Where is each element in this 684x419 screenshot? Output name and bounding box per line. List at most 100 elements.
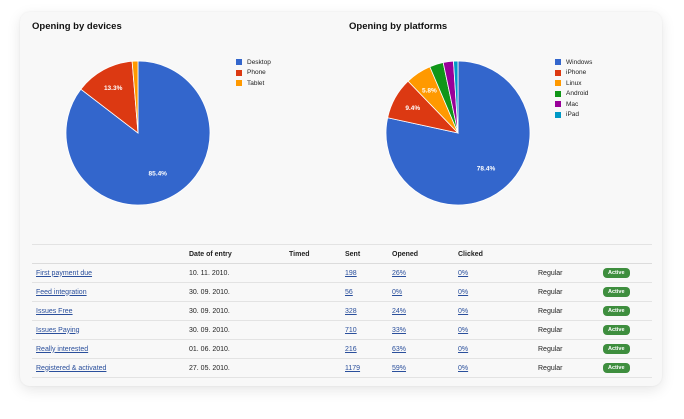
sent-link[interactable]: 328: [345, 307, 357, 315]
pie-chart-platforms: 78.4% 9.4% 5.8%: [385, 60, 531, 206]
sent-link[interactable]: 56: [345, 288, 353, 296]
slice-value-label: 5.8%: [422, 87, 437, 94]
legend-devices: Desktop Phone Tablet: [236, 57, 271, 89]
column-header: Sent: [341, 244, 388, 264]
legend-label: Windows: [566, 58, 593, 66]
pie-slice-phone: [80, 60, 139, 134]
report-card: Opening by devices 85.4% 13.3% Desktop Pho…: [20, 12, 662, 386]
opened-link[interactable]: 0%: [392, 288, 403, 296]
table-row: Feed integration 30. 09. 2010. 56 0% 0% Regul…: [32, 282, 652, 302]
table-row: Issues Paying 30. 09. 2010. 710 33% 0% Regula…: [32, 320, 652, 340]
column-header: Timed: [285, 244, 341, 264]
pie-slice-windows: [385, 60, 531, 206]
legend-item: Phone: [236, 68, 271, 79]
campaign-name-link[interactable]: Issues Free: [36, 307, 73, 315]
legend-label: Android: [566, 90, 589, 98]
slice-value-label: 78.4%: [477, 165, 496, 172]
legend-platforms: Windows iPhone Linux Android Mac iPad: [555, 57, 592, 120]
legend-label: Mac: [566, 100, 579, 108]
legend-label: Phone: [247, 69, 266, 77]
column-header: [599, 244, 652, 264]
opened-link[interactable]: 33%: [392, 326, 407, 334]
legend-swatch: [555, 101, 561, 108]
date-cell: 30. 09. 2010.: [189, 326, 230, 334]
table-row: Really interested 01. 06. 2010. 216 63% 0% Re…: [32, 339, 652, 359]
legend-swatch: [555, 59, 561, 66]
pie-slice-ipad: [453, 60, 459, 134]
column-header: [32, 244, 185, 264]
legend-item: Desktop: [236, 57, 271, 68]
clicked-link[interactable]: 0%: [458, 288, 469, 296]
pie-chart-devices: 85.4% 13.3%: [65, 60, 211, 206]
status-badge: Active: [603, 306, 630, 316]
legend-item: Android: [555, 89, 592, 100]
date-cell: 30. 09. 2010.: [189, 307, 230, 315]
clicked-link[interactable]: 0%: [458, 307, 469, 315]
campaign-name-link[interactable]: Issues Paying: [36, 326, 80, 334]
type-cell: Regular: [538, 307, 563, 315]
table-header-row: Date of entry Timed Sent Opened Clicked: [32, 244, 652, 264]
legend-swatch: [555, 90, 561, 97]
sent-link[interactable]: 216: [345, 345, 357, 353]
status-badge: Active: [603, 344, 630, 354]
sent-link[interactable]: 710: [345, 326, 357, 334]
table-row: Issues Free 30. 09. 2010. 328 24% 0% Regular A…: [32, 301, 652, 321]
column-header: Clicked: [454, 244, 534, 264]
opened-link[interactable]: 63%: [392, 345, 407, 353]
pie-slice-tablet: [131, 60, 139, 134]
chart-title-platforms: Opening by platforms: [349, 21, 448, 32]
legend-item: iPad: [555, 110, 592, 121]
legend-item: Tablet: [236, 78, 271, 89]
legend-swatch: [555, 111, 561, 118]
legend-label: Linux: [566, 79, 582, 87]
table-row: Registered & activated 27. 05. 2010. 1179 5…: [32, 358, 652, 378]
legend-swatch: [236, 80, 242, 87]
column-header: [534, 244, 599, 264]
slice-value-label: 85.4%: [149, 171, 168, 178]
legend-label: Tablet: [247, 79, 265, 87]
status-badge: Active: [603, 268, 630, 278]
table-row: First payment due 10. 11. 2010. 198 26% 0% Re…: [32, 263, 652, 283]
opened-link[interactable]: 24%: [392, 307, 407, 315]
legend-label: Desktop: [247, 58, 271, 66]
clicked-link[interactable]: 0%: [458, 326, 469, 334]
legend-item: Linux: [555, 78, 592, 89]
column-header: Opened: [388, 244, 454, 264]
column-header: Date of entry: [185, 244, 285, 264]
status-badge: Active: [603, 325, 630, 335]
type-cell: Regular: [538, 269, 563, 277]
type-cell: Regular: [538, 326, 563, 334]
type-cell: Regular: [538, 288, 563, 296]
legend-swatch: [236, 59, 242, 66]
sent-link[interactable]: 1179: [345, 364, 361, 372]
slice-value-label: 13.3%: [104, 85, 123, 92]
clicked-link[interactable]: 0%: [458, 345, 469, 353]
campaign-name-link[interactable]: Really interested: [36, 345, 89, 353]
campaign-name-link[interactable]: Registered & activated: [36, 364, 107, 372]
slice-value-label: 9.4%: [405, 105, 420, 112]
clicked-link[interactable]: 0%: [458, 269, 469, 277]
date-cell: 10. 11. 2010.: [189, 269, 230, 277]
legend-swatch: [236, 69, 242, 76]
opened-link[interactable]: 26%: [392, 269, 407, 277]
status-badge: Active: [603, 363, 630, 373]
status-badge: Active: [603, 287, 630, 297]
sent-link[interactable]: 198: [345, 269, 357, 277]
type-cell: Regular: [538, 345, 563, 353]
type-cell: Regular: [538, 364, 563, 372]
clicked-link[interactable]: 0%: [458, 364, 469, 372]
legend-item: iPhone: [555, 68, 592, 79]
campaign-name-link[interactable]: First payment due: [36, 269, 93, 277]
date-cell: 01. 06. 2010.: [189, 345, 230, 353]
legend-label: iPad: [566, 111, 580, 119]
date-cell: 30. 09. 2010.: [189, 288, 230, 296]
legend-item: Windows: [555, 57, 592, 68]
chart-title-devices: Opening by devices: [32, 21, 122, 32]
legend-swatch: [555, 80, 561, 87]
date-cell: 27. 05. 2010.: [189, 364, 230, 372]
opened-link[interactable]: 59%: [392, 364, 407, 372]
campaign-name-link[interactable]: Feed integration: [36, 288, 87, 296]
legend-swatch: [555, 69, 561, 76]
legend-label: iPhone: [566, 69, 587, 77]
legend-item: Mac: [555, 99, 592, 110]
